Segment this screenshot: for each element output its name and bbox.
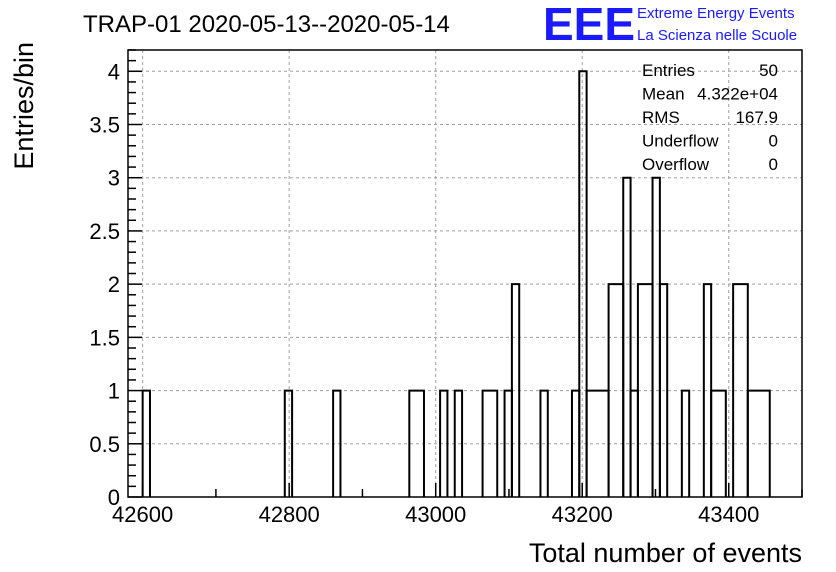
stats-label-4: Overflow bbox=[642, 155, 710, 174]
bin-bar-18 bbox=[658, 283, 669, 497]
x-tick-label-2: 43000 bbox=[405, 502, 466, 527]
histogram-bins bbox=[141, 70, 771, 497]
logo-mark: EEE bbox=[543, 0, 635, 50]
x-axis-title: Total number of events bbox=[529, 538, 802, 568]
bin-bar-5 bbox=[453, 389, 464, 497]
stats-value-1: 4.322e+04 bbox=[697, 85, 778, 104]
bin-bar-8 bbox=[510, 283, 521, 497]
x-tick-label-4: 43400 bbox=[698, 502, 759, 527]
y-tick-label-2: 1 bbox=[108, 379, 120, 404]
eee-logo: EEE Extreme Energy Events La Scienza nel… bbox=[543, 0, 797, 50]
stats-label-2: RMS bbox=[642, 108, 680, 127]
stats-box: Entries 50 Mean 4.322e+04 RMS 167.9 Underflow 0… bbox=[642, 61, 778, 174]
chart-title: TRAP-01 2020-05-13--2020-05-14 bbox=[83, 11, 450, 38]
stats-value-0: 50 bbox=[759, 61, 778, 80]
y-tick-label-5: 2.5 bbox=[89, 219, 120, 244]
logo-line-2: La Scienza nelle Scuole bbox=[637, 27, 797, 44]
bin-bar-6 bbox=[481, 389, 499, 497]
y-axis-ticks: 0 0.5 1 1.5 2 2.5 3 3.5 4 bbox=[89, 49, 142, 510]
bin-bar-21 bbox=[710, 389, 727, 497]
x-axis-ticks: 42600 42800 43000 43200 43400 bbox=[112, 483, 803, 527]
bin-bar-14 bbox=[622, 176, 632, 497]
stats-value-4: 0 bbox=[769, 155, 778, 174]
y-tick-label-3: 1.5 bbox=[89, 325, 120, 350]
bin-bar-11 bbox=[578, 70, 588, 497]
y-tick-label-8: 4 bbox=[108, 59, 120, 84]
bin-bar-4 bbox=[439, 389, 449, 497]
y-tick-label-1: 0.5 bbox=[89, 432, 120, 457]
logo-line-1: Extreme Energy Events bbox=[637, 5, 795, 22]
bin-bar-9 bbox=[539, 389, 549, 497]
stats-value-3: 0 bbox=[769, 132, 778, 151]
bin-bar-19 bbox=[680, 389, 691, 497]
y-tick-label-0: 0 bbox=[108, 485, 120, 510]
x-tick-label-3: 43200 bbox=[552, 502, 613, 527]
x-tick-label-0: 42600 bbox=[112, 502, 173, 527]
bin-bar-2 bbox=[332, 389, 342, 497]
stats-value-2: 167.9 bbox=[735, 108, 778, 127]
bin-bar-3 bbox=[408, 389, 425, 497]
y-tick-label-4: 2 bbox=[108, 272, 120, 297]
stats-label-1: Mean bbox=[642, 85, 685, 104]
y-axis-title: Entries/bin bbox=[9, 42, 39, 170]
bin-bar-0 bbox=[141, 389, 151, 497]
bin-bar-23 bbox=[746, 389, 771, 497]
stats-label-3: Underflow bbox=[642, 132, 719, 151]
x-tick-label-1: 42800 bbox=[259, 502, 320, 527]
y-tick-label-6: 3 bbox=[108, 166, 120, 191]
stats-label-0: Entries bbox=[642, 61, 695, 80]
y-tick-label-7: 3.5 bbox=[89, 113, 120, 138]
bin-bar-1 bbox=[283, 389, 294, 497]
